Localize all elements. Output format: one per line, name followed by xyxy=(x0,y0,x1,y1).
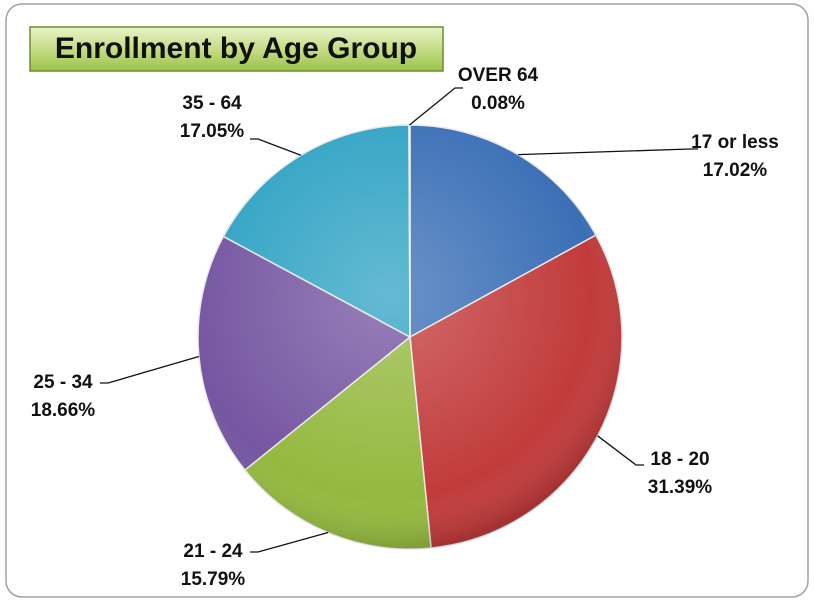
leader-line xyxy=(100,355,200,384)
category-label: OVER 64 xyxy=(458,65,539,86)
value-label: 18.66% xyxy=(31,400,96,421)
title-box xyxy=(29,26,444,72)
value-label: 17.05% xyxy=(180,121,245,142)
chart-title: Enrollment by Age Group xyxy=(55,32,417,65)
value-label: 0.08% xyxy=(471,93,525,114)
value-label: 17.02% xyxy=(703,160,768,181)
leader-line xyxy=(597,435,644,466)
value-label: 31.39% xyxy=(648,477,713,498)
category-label: 35 - 64 xyxy=(182,93,242,114)
pie xyxy=(197,124,623,550)
pie-slice xyxy=(408,124,411,338)
leader-line xyxy=(250,531,329,553)
category-label: 25 - 34 xyxy=(33,372,93,393)
leader-line xyxy=(250,138,302,156)
leader-line xyxy=(518,148,698,156)
category-label: 17 or less xyxy=(691,132,779,153)
category-label: 18 - 20 xyxy=(650,449,709,470)
value-label: 15.79% xyxy=(181,569,246,590)
category-label: 21 - 24 xyxy=(183,541,243,562)
leader-line xyxy=(409,87,463,126)
